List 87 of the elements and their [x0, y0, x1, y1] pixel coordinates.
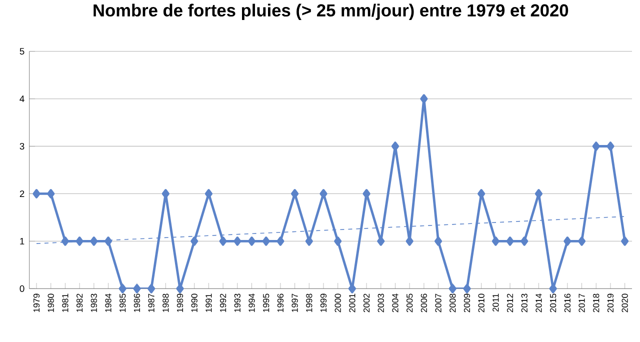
point	[248, 236, 256, 246]
point	[549, 284, 557, 294]
point	[463, 284, 471, 294]
x-tick-label: 1986	[134, 294, 140, 312]
x-tick-label: 1989	[176, 294, 184, 312]
y-tick-label: 4	[20, 96, 24, 102]
x-tick-label: 2002	[363, 294, 370, 312]
chart-title: Nombre de fortes pluies (> 25 mm/jour) entre 1979 et 2020	[94, 4, 568, 20]
x-tick-label: 1987	[148, 294, 154, 312]
x-tick-label: 1998	[306, 294, 312, 312]
x-tick-label: 2009	[464, 294, 470, 312]
x-tick-label: 1992	[220, 294, 226, 312]
point	[104, 236, 112, 246]
x-tick-label: 1991	[206, 294, 212, 312]
point	[276, 236, 284, 246]
point	[219, 236, 227, 246]
point	[448, 284, 456, 294]
x-tick-label: 2016	[564, 294, 570, 312]
x-tick-label: 2019	[607, 294, 614, 312]
x-tick-label: 1979	[33, 294, 40, 312]
x-tick-label: 2017	[578, 294, 585, 312]
x-tick-label: 1993	[234, 294, 240, 312]
point	[578, 236, 586, 246]
x-tick-label: 2007	[435, 294, 442, 312]
point	[290, 189, 299, 198]
point	[621, 236, 629, 246]
point	[478, 189, 486, 198]
y-tick-label: 5	[20, 48, 24, 55]
x-tick-label: 2004	[392, 294, 398, 312]
y-tick-label: 1	[20, 238, 24, 244]
x-tick-label: 2018	[593, 294, 600, 312]
point	[162, 189, 170, 198]
x-tick-label: 1988	[162, 294, 169, 312]
x-tick-label: 2006	[420, 294, 427, 312]
x-tick-label: 2008	[450, 294, 456, 312]
x-tick-label: 1996	[277, 294, 284, 312]
point	[234, 236, 242, 246]
point	[133, 284, 141, 294]
x-tick-label: 2001	[349, 294, 356, 312]
x-tick-label: 2015	[550, 294, 556, 312]
point	[406, 236, 414, 246]
point	[320, 189, 328, 198]
x-tick-label: 1997	[292, 294, 298, 312]
point	[506, 236, 514, 246]
x-tick-label: 1984	[105, 294, 112, 312]
x-tick-label: 2010	[478, 294, 484, 312]
point	[148, 284, 156, 294]
point	[334, 236, 342, 246]
point	[492, 236, 500, 246]
x-tick-label: 2011	[492, 294, 499, 312]
point	[520, 236, 528, 246]
x-tick-label: 2012	[506, 294, 514, 312]
point	[434, 236, 442, 246]
x-tick-label: 2020	[622, 294, 628, 312]
point	[305, 236, 313, 246]
point	[348, 284, 356, 294]
x-tick-label: 2003	[378, 294, 384, 312]
point	[592, 142, 600, 151]
point	[61, 236, 70, 246]
point	[176, 284, 184, 294]
x-tick-label: 1985	[120, 294, 126, 312]
x-tick-label: 1980	[48, 294, 54, 312]
y-tick-label: 2	[20, 190, 24, 197]
x-tick-label: 1983	[90, 294, 97, 312]
point	[90, 236, 98, 246]
x-tick-label: 2014	[536, 294, 542, 312]
x-tick-label: 1994	[248, 294, 255, 312]
x-tick-label: 2013	[521, 294, 528, 312]
x-tick-label: 1982	[76, 294, 83, 312]
y-tick-label: 3	[20, 142, 24, 150]
point	[32, 189, 40, 198]
point	[420, 94, 428, 104]
point	[606, 142, 614, 151]
point	[262, 236, 270, 246]
x-tick-label: 1999	[320, 294, 327, 312]
point	[204, 189, 212, 198]
point	[47, 189, 55, 198]
x-tick-label: 1990	[191, 294, 198, 312]
x-tick-label: 1981	[62, 294, 68, 312]
point	[564, 236, 572, 246]
x-tick-label: 2005	[406, 294, 413, 312]
x-tick-label: 1995	[263, 294, 270, 312]
point	[190, 236, 198, 246]
point	[76, 236, 84, 246]
x-tick-label: 2000	[334, 294, 341, 312]
y-tick-label: 0	[20, 285, 24, 292]
point	[118, 284, 126, 294]
